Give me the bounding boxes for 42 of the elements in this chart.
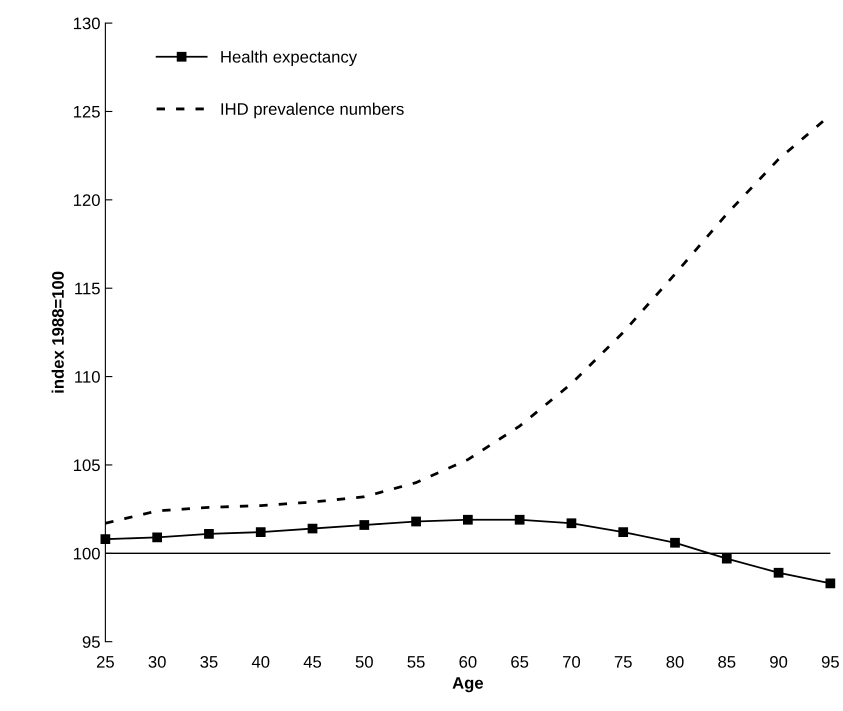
x-tick-label: 75	[614, 656, 632, 668]
point	[618, 527, 628, 537]
x-tick-label: 35	[200, 656, 218, 668]
x-tick-label: 85	[718, 656, 736, 668]
x-tick-label: 25	[96, 656, 114, 668]
y-tick-label: 95	[82, 636, 100, 648]
y-tick-label: 110	[75, 370, 100, 383]
x-tick-label: 60	[459, 656, 476, 668]
point	[514, 514, 525, 525]
x-tick-label: 95	[822, 656, 839, 668]
point	[204, 529, 214, 539]
point	[100, 534, 110, 544]
point	[566, 518, 576, 528]
x-tick-label: 45	[304, 656, 322, 668]
y-tick-label: 130	[74, 18, 100, 30]
x-tick-label: 55	[407, 656, 425, 668]
legend-label: IHD prevalence numbers	[221, 102, 404, 118]
x-axis-title: Age	[452, 677, 484, 692]
point	[722, 554, 732, 564]
legend-label: Health expectancy	[221, 50, 358, 66]
point	[411, 516, 421, 526]
point	[152, 532, 162, 542]
y-tick-label: 120	[74, 194, 100, 206]
x-tick-label: 70	[563, 656, 580, 668]
point	[670, 538, 680, 548]
x-tick-label: 30	[148, 656, 166, 668]
point	[308, 524, 318, 534]
y-tick-label: 115	[75, 282, 100, 294]
point	[825, 578, 836, 588]
x-tick-label: 50	[356, 656, 373, 668]
x-tick-label: 80	[666, 656, 684, 668]
y-tick-label: 105	[74, 459, 100, 472]
point	[256, 527, 266, 537]
point	[774, 568, 784, 578]
y-tick-label: 100	[74, 548, 100, 560]
y-axis-title: index 1988=100	[52, 272, 64, 393]
point	[359, 520, 370, 530]
y-tick-label: 125	[74, 106, 100, 118]
x-tick-label: 65	[511, 656, 528, 668]
point	[463, 514, 473, 525]
x-tick-label: 40	[252, 656, 270, 668]
x-tick-label: 90	[770, 656, 788, 668]
